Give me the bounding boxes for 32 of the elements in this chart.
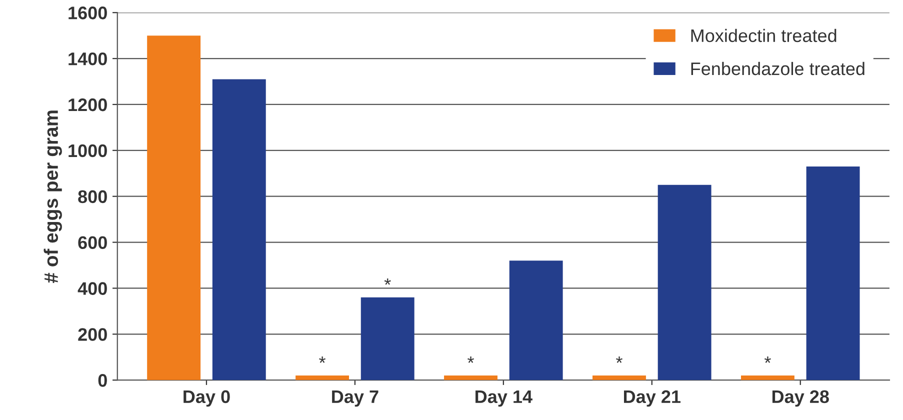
x-tick-label: Day 14 — [476, 390, 532, 407]
legend-label: Fenbendazole treated — [691, 62, 864, 76]
legend-label: Moxidectin treated — [691, 28, 836, 42]
bar — [444, 376, 498, 380]
bar — [296, 376, 350, 380]
y-tick-label: 600 — [78, 236, 107, 250]
bar — [740, 376, 794, 380]
annotation: * — [616, 356, 622, 363]
x-tick-label: Day 28 — [772, 390, 829, 407]
bar — [212, 79, 266, 380]
annotation: * — [764, 356, 771, 363]
x-tick-label: Day 7 — [332, 390, 378, 407]
annotation: * — [468, 356, 474, 363]
y-tick-label: 0 — [98, 374, 107, 387]
bar — [147, 36, 201, 380]
y-tick-label: 1400 — [68, 52, 107, 66]
y-axis-title: # of eggs per gram — [44, 110, 62, 283]
annotation: * — [384, 278, 391, 285]
y-tick-label: 1600 — [68, 6, 107, 20]
x-tick-label: Day 21 — [624, 390, 681, 407]
bar — [509, 260, 563, 380]
annotation: * — [319, 356, 326, 363]
y-tick-label: 200 — [78, 328, 107, 341]
bar — [658, 184, 712, 380]
bar — [592, 376, 646, 380]
y-tick-label: 1000 — [68, 144, 107, 158]
bar — [806, 166, 860, 380]
y-tick-label: 800 — [78, 190, 107, 204]
y-tick-label: 1200 — [68, 98, 107, 112]
bar — [360, 297, 414, 380]
x-tick-label: Day 0 — [184, 390, 230, 407]
y-tick-label: 400 — [78, 282, 107, 295]
